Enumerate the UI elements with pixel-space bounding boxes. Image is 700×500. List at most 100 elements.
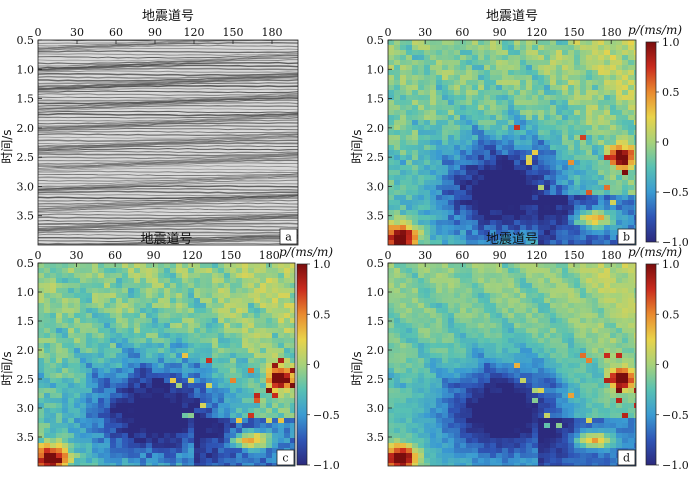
- heatmap-cell: [592, 185, 599, 191]
- heatmap-cell: [490, 328, 497, 334]
- heatmap-cell: [478, 160, 485, 166]
- heatmap-cell: [424, 205, 431, 211]
- heatmap-cell: [74, 368, 81, 374]
- panel-label: b: [617, 228, 636, 245]
- heatmap-cell: [466, 160, 473, 166]
- y-tick-label: 2.5: [367, 151, 385, 164]
- heatmap-cell: [116, 323, 123, 329]
- heatmap-cell: [92, 263, 99, 269]
- heatmap-cell: [490, 75, 497, 81]
- heatmap-cell: [80, 383, 87, 389]
- heatmap-cell: [568, 353, 575, 359]
- heatmap-cell: [454, 170, 461, 176]
- heatmap-cell: [490, 413, 497, 419]
- heatmap-cell: [430, 100, 437, 106]
- heatmap-cell: [394, 268, 401, 274]
- heatmap-cell: [496, 190, 503, 196]
- heatmap-cell: [514, 230, 521, 236]
- heatmap-cell: [122, 388, 129, 394]
- heatmap-cell: [442, 273, 449, 279]
- heatmap-cell: [562, 150, 569, 156]
- heatmap-cell: [592, 393, 599, 399]
- heatmap-cell: [92, 308, 99, 314]
- heatmap-cell: [628, 195, 635, 201]
- heatmap-cell: [406, 353, 413, 359]
- seismic-reflector: [38, 79, 298, 88]
- heatmap-cell: [388, 403, 395, 409]
- heatmap-cell: [442, 55, 449, 61]
- heatmap-cell: [242, 428, 249, 434]
- heatmap-cell: [598, 45, 605, 51]
- heatmap-cell: [532, 40, 539, 46]
- heatmap-cell: [110, 333, 117, 339]
- heatmap-cell: [146, 363, 153, 369]
- heatmap-cell: [508, 268, 515, 274]
- heatmap-cell: [436, 225, 443, 231]
- heatmap-cell: [218, 288, 225, 294]
- heatmap-cell: [616, 353, 623, 359]
- heatmap-cell: [604, 115, 611, 121]
- heatmap-cell: [44, 353, 51, 359]
- heatmap-cell: [526, 393, 533, 399]
- heatmap-cell: [50, 323, 57, 329]
- heatmap-cell: [182, 278, 189, 284]
- heatmap-cell: [562, 75, 569, 81]
- heatmap-cell: [418, 343, 425, 349]
- heatmap-cell: [284, 353, 291, 359]
- heatmap-cell: [406, 318, 413, 324]
- heatmap-cell: [538, 398, 545, 404]
- y-tick-label: 1.0: [17, 286, 35, 299]
- heatmap-cell: [436, 278, 443, 284]
- heatmap-cell: [604, 165, 611, 171]
- heatmap-cell: [634, 263, 636, 269]
- heatmap-cell: [598, 190, 605, 196]
- heatmap-cell: [544, 323, 551, 329]
- heatmap-cell: [134, 313, 141, 319]
- heatmap-cell: [502, 120, 509, 126]
- heatmap-cell: [442, 398, 449, 404]
- heatmap-cell: [634, 155, 636, 161]
- heatmap-cell: [406, 358, 413, 364]
- heatmap-cell: [254, 338, 261, 344]
- heatmap-cell: [38, 398, 45, 404]
- heatmap-cell: [212, 413, 219, 419]
- heatmap-cell: [634, 398, 636, 404]
- heatmap-cell: [44, 363, 51, 369]
- heatmap-cell: [598, 75, 605, 81]
- heatmap-cell: [188, 308, 195, 314]
- heatmap-cell: [544, 90, 551, 96]
- heatmap-cell: [418, 205, 425, 211]
- heatmap-cell: [418, 135, 425, 141]
- heatmap-cell: [634, 408, 636, 414]
- heatmap-cell: [272, 358, 279, 364]
- heatmap-cell: [284, 438, 291, 444]
- heatmap-cell: [532, 328, 539, 334]
- heatmap-cell: [634, 283, 636, 289]
- heatmap-cell: [62, 313, 69, 319]
- heatmap-cell: [556, 170, 563, 176]
- heatmap-cell: [562, 318, 569, 324]
- heatmap-cell: [592, 230, 599, 236]
- heatmap-cell: [80, 298, 87, 304]
- heatmap-cell: [62, 263, 69, 269]
- heatmap-cell: [490, 135, 497, 141]
- heatmap-cell: [574, 230, 581, 236]
- heatmap-cell: [556, 215, 563, 221]
- heatmap-cell: [424, 90, 431, 96]
- heatmap-cell: [418, 45, 425, 51]
- heatmap-cell: [278, 373, 285, 379]
- heatmap-cell: [290, 358, 295, 364]
- heatmap-cell: [74, 383, 81, 389]
- heatmap-cell: [278, 298, 285, 304]
- heatmap-cell: [158, 408, 165, 414]
- heatmap-cell: [230, 443, 237, 449]
- heatmap-cell: [628, 368, 635, 374]
- heatmap-cell: [388, 140, 395, 146]
- heatmap-cell: [538, 190, 545, 196]
- heatmap-cell: [412, 353, 419, 359]
- heatmap-cell: [436, 145, 443, 151]
- heatmap-cell: [442, 303, 449, 309]
- heatmap-cell: [194, 413, 201, 419]
- heatmap-cell: [248, 353, 255, 359]
- heatmap-cell: [80, 423, 87, 429]
